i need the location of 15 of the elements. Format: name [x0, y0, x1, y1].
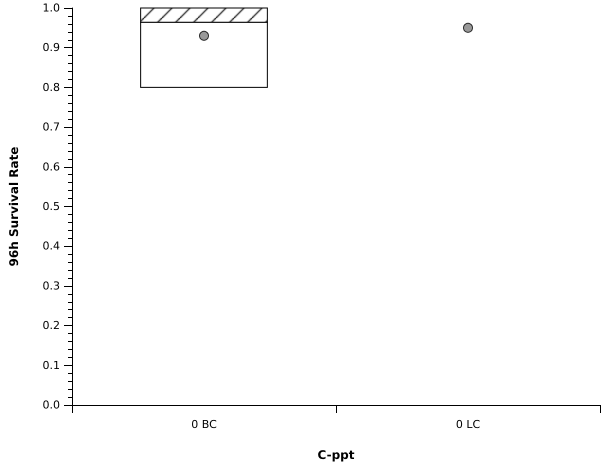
y-tick-label: 0.5 [42, 200, 60, 213]
y-tick-label: 0.9 [42, 41, 60, 54]
y-tick-label: 0.7 [42, 120, 60, 134]
y-tick-label: 1.0 [42, 2, 60, 14]
y-tick-label: 0.8 [42, 80, 60, 94]
y-axis-title: 96h Survival Rate [7, 146, 21, 266]
y-tick-label: 0.3 [42, 279, 60, 292]
x-tick-label: 0 LC [456, 418, 480, 431]
y-tick-label: 0.2 [42, 319, 60, 332]
y-tick-label: 0.4 [42, 240, 60, 253]
y-tick-label: 0.0 [42, 398, 60, 412]
x-tick-label: 0 BC [191, 418, 218, 431]
x-axis-title: C-ppt [318, 448, 355, 462]
y-tick-label: 0.6 [42, 160, 60, 174]
y-tick-label: 0.1 [42, 358, 60, 372]
